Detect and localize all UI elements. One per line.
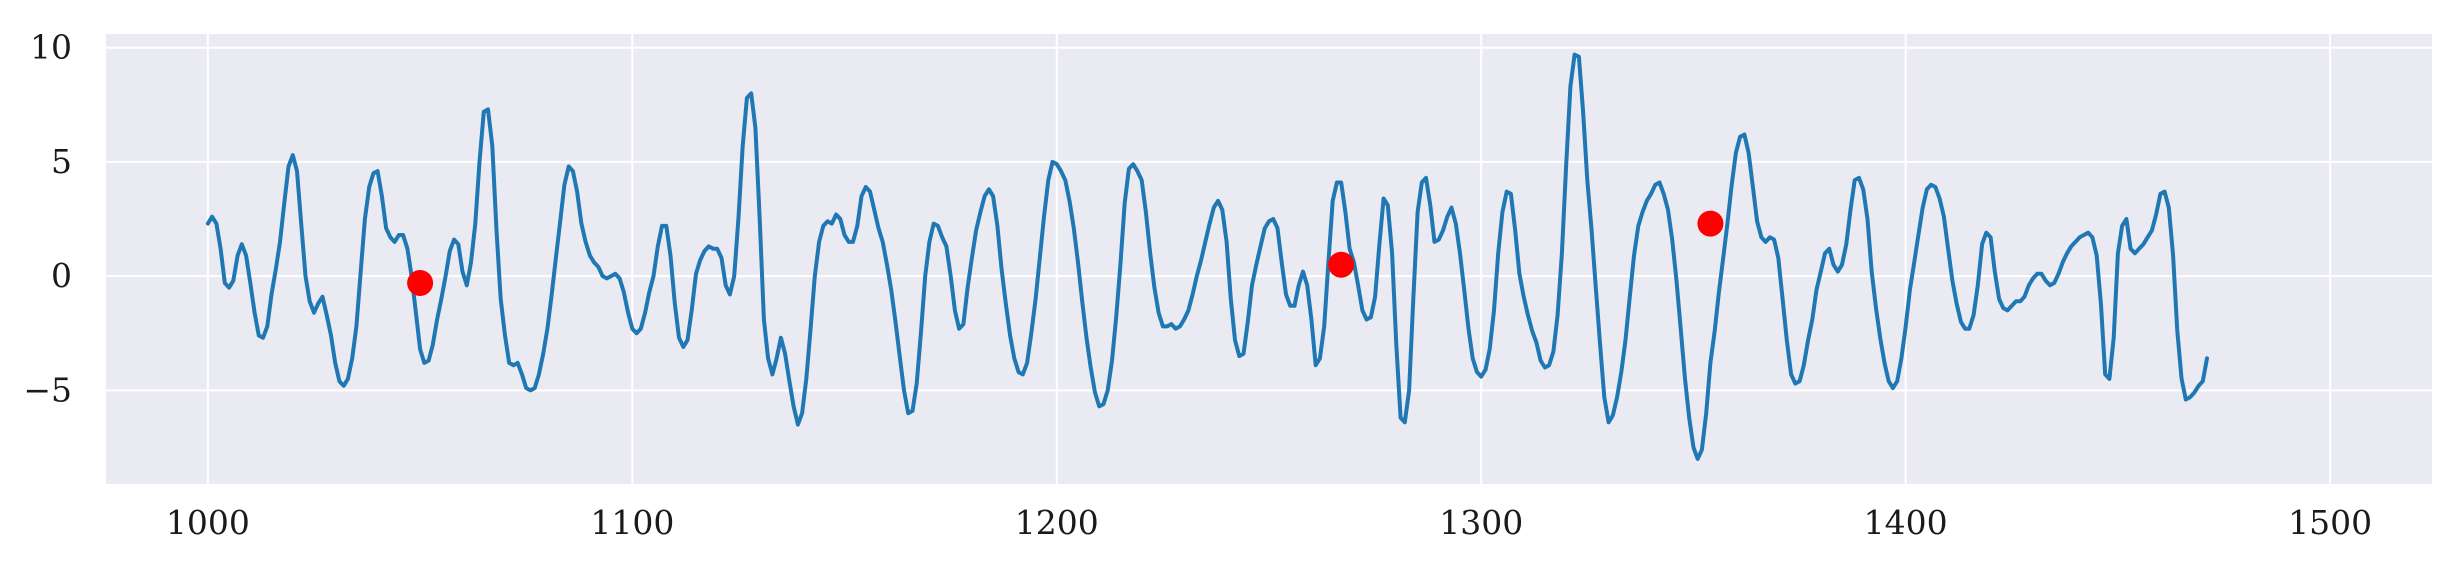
x-tick-label: 1400 xyxy=(1864,503,1948,542)
marker-layer xyxy=(407,210,1724,296)
series-line xyxy=(205,52,2209,461)
highlight-point xyxy=(407,269,434,296)
plot-background xyxy=(106,34,2432,484)
x-tick-label: 1500 xyxy=(2288,503,2372,542)
x-tick-label: 1000 xyxy=(166,503,250,542)
y-tick-label: 5 xyxy=(51,142,72,181)
highlight-point xyxy=(1328,251,1355,278)
x-tick-label: 1100 xyxy=(590,503,674,542)
x-axis-ticks: 1000 1100 1200 1300 1400 1500 xyxy=(166,503,2372,542)
y-tick-label: 0 xyxy=(51,256,72,295)
grid-lines xyxy=(106,34,2432,484)
y-tick-label: 10 xyxy=(30,28,72,67)
series-line-layer xyxy=(205,52,2209,461)
x-tick-label: 1200 xyxy=(1015,503,1099,542)
y-axis-ticks: −5 0 5 10 xyxy=(23,28,72,410)
y-tick-label: −5 xyxy=(23,370,72,409)
highlight-point xyxy=(1697,210,1724,237)
x-tick-label: 1300 xyxy=(1439,503,1523,542)
